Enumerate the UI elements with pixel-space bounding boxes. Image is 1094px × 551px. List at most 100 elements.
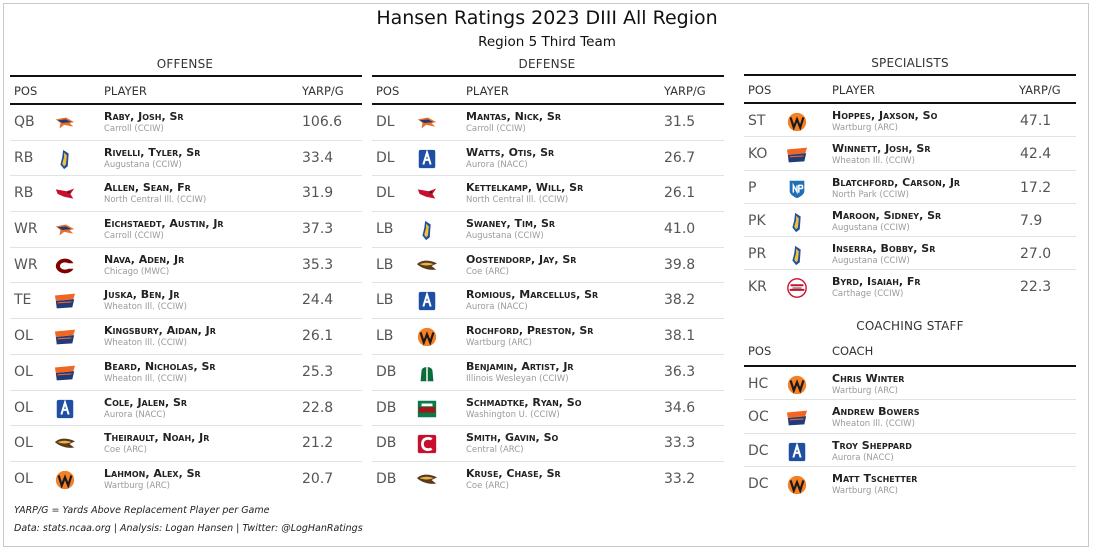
offense-row: OL Lahmon, Alex, Sr Wartburg (ARC) 20.7 (10, 462, 362, 498)
position: DB (376, 435, 397, 452)
team-name: Carroll (CCIW) (104, 124, 164, 134)
defense-row: DL Kettelkamp, Will, Sr North Central Ill.… (372, 176, 724, 213)
carroll-pioneers-logo (54, 112, 76, 134)
wheaton-thunder-logo (54, 362, 76, 384)
team-name: Washington U. (CCIW) (466, 409, 560, 420)
defense-row: DB Kruse, Chase, Sr Coe (ARC) 33.2 (372, 462, 724, 498)
team-name: North Central Ill. (CCIW) (466, 195, 569, 206)
player-name: Juska, Ben, Jr (104, 288, 180, 302)
yarp-value: 41.0 (664, 221, 696, 238)
offense-rows: QB Raby, Josh, Sr Carroll (CCIW) 106.6 RB Riv… (10, 105, 362, 498)
player-name: Lahmon, Alex, Sr (104, 466, 201, 480)
player-name: Winnett, Josh, Sr (832, 142, 931, 156)
position: DB (376, 363, 397, 380)
wheaton-thunder-logo (786, 144, 808, 166)
position: DL (376, 149, 395, 166)
defense-row: DB Smith, Gavin, So Central (ARC) 33.3 (372, 426, 724, 462)
yarp-value: 47.1 (1020, 113, 1052, 129)
offense-row: TE Juska, Ben, Jr Wheaton Ill. (CCIW) 24.4 (10, 283, 362, 320)
team-name: Coe (ARC) (466, 266, 509, 277)
coaching-title: COACHING STAFF (856, 319, 964, 333)
team-name: Augustana (CCIW) (832, 222, 910, 233)
north-central-cardinals-logo (416, 183, 438, 205)
defense-row: DB Schmadtke, Ryan, So Washington U. (CCIW… (372, 391, 724, 427)
specialists-rows: ST Hoppes, Jaxson, So Wartburg (ARC) 47.1 KO… (744, 104, 1076, 304)
aurora-spartans-logo (54, 398, 76, 420)
position: PR (748, 246, 767, 263)
defense-table: POS PLAYER YARP/G DL Mantas, Nick, Sr Carr… (372, 75, 724, 498)
team-name: Coe (ARC) (466, 480, 509, 491)
yarp-value: 7.9 (1020, 212, 1043, 229)
coach-header: COACH (832, 344, 874, 358)
player-name: Watts, Otis, Sr (466, 145, 555, 159)
defense-row: LB Romious, Marcellus, Sr Aurora (NACC) 38.… (372, 283, 724, 320)
team-name: Coe (ARC) (104, 445, 147, 456)
wheaton-thunder-logo (786, 407, 808, 429)
pos-header: POS (748, 344, 772, 358)
augustana-vikings-logo (786, 244, 808, 266)
page-title: Hansen Ratings 2023 DIII All Region (376, 7, 718, 29)
position: DL (376, 185, 395, 202)
position: DB (376, 399, 397, 416)
yarp-value: 17.2 (1020, 179, 1052, 196)
aurora-spartans-logo (416, 148, 438, 170)
position: LB (376, 221, 394, 238)
player-name: Rochford, Preston, Sr (466, 324, 594, 338)
position: OC (748, 409, 769, 426)
player-name: Cole, Jalen, Sr (104, 395, 188, 409)
offense-table: POS PLAYER YARP/G QB Raby, Josh, Sr Carrol… (10, 75, 362, 498)
yarp-value: 20.7 (302, 470, 334, 487)
player-name: Maroon, Sidney, Sr (832, 208, 942, 222)
defense-row: DB Benjamin, Artist, Jr Illinois Wesleyan … (372, 355, 724, 391)
north-central-cardinals-logo (54, 183, 76, 205)
coaching-row: OC Andrew Bowers Wheaton Ill. (CCIW) (744, 400, 1076, 434)
team-name: Wheaton Ill. (CCIW) (104, 302, 187, 313)
defense-row: DL Mantas, Nick, Sr Carroll (CCIW) 31.5 (372, 105, 724, 141)
offense-title: OFFENSE (156, 57, 214, 71)
yarp-value: 36.3 (664, 363, 696, 380)
coe-kohawks-logo (416, 469, 438, 491)
aurora-spartans-logo (416, 290, 438, 312)
player-name: Raby, Josh, Sr (104, 110, 184, 123)
yarp-value: 33.2 (664, 470, 696, 487)
player-name: Hoppes, Jaxson, So (832, 109, 938, 122)
aurora-spartans-logo (786, 441, 808, 463)
team-name: Carthage (CCIW) (832, 289, 904, 300)
specialists-header: POS PLAYER YARP/G (744, 74, 1076, 104)
player-name: Nava, Aden, Jr (104, 252, 185, 266)
team-name: Wartburg (ARC) (104, 480, 170, 491)
wartburg-knights-logo (54, 469, 76, 491)
yarp-value: 27.0 (1020, 246, 1052, 263)
team-name: Augustana (CCIW) (104, 159, 182, 170)
carroll-pioneers-logo (416, 112, 438, 134)
team-name: Aurora (NACC) (832, 452, 894, 463)
stat-header: YARP/G (664, 84, 706, 98)
position: TE (14, 292, 32, 309)
position: DL (376, 114, 395, 130)
position: RB (14, 185, 34, 202)
player-name: Theirault, Noah, Jr (104, 431, 210, 445)
augustana-vikings-logo (786, 211, 808, 233)
position: WR (14, 221, 38, 238)
team-name: Carroll (CCIW) (104, 231, 164, 242)
team-name: Chicago (MWC) (104, 266, 170, 277)
position: WR (14, 256, 38, 273)
player-name: Benjamin, Artist, Jr (466, 359, 574, 373)
player-name: Kettelkamp, Will, Sr (466, 181, 584, 195)
defense-title: DEFENSE (518, 57, 576, 71)
team-name: Carroll (CCIW) (466, 124, 526, 134)
position: OL (14, 328, 33, 345)
yarp-value: 22.8 (302, 399, 334, 416)
position: P (748, 179, 757, 196)
coaching-table: POS COACH HC Chris Winter Wartburg (ARC) OC… (744, 337, 1076, 501)
yarp-value: 38.1 (664, 328, 696, 345)
specialists-row: KO Winnett, Josh, Sr Wheaton Ill. (CCIW) 42… (744, 137, 1076, 171)
team-name: Illinois Wesleyan (CCIW) (466, 373, 569, 384)
yarp-value: 35.3 (302, 256, 334, 273)
yarp-value: 31.5 (664, 114, 696, 130)
coaching-header: POS COACH (744, 337, 1076, 367)
footnote-definition: YARP/G = Yards Above Replacement Player … (14, 505, 270, 516)
coe-kohawks-logo (416, 255, 438, 277)
offense-header: POS PLAYER YARP/G (10, 75, 362, 105)
team-name: North Central Ill. (CCIW) (104, 195, 207, 206)
